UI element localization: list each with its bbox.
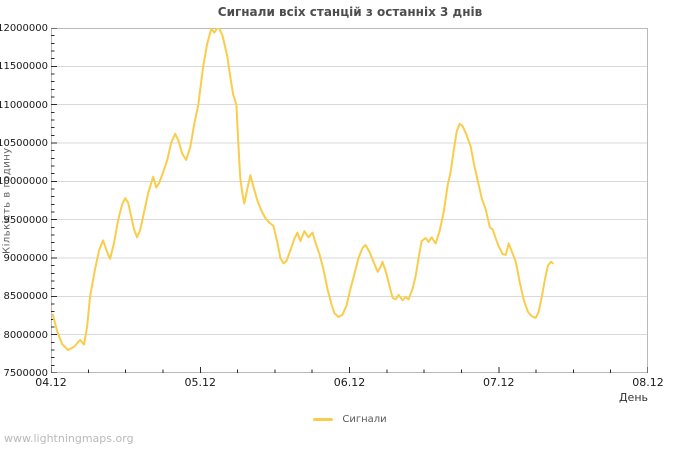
x-axis-tick-label: 05.12 bbox=[184, 376, 217, 389]
y-axis-tick-label: 8000000 bbox=[3, 329, 48, 341]
x-axis-tick-label: 08.12 bbox=[632, 376, 664, 389]
chart-title: Сигнали всіх станцій з останніх 3 днів bbox=[217, 5, 483, 19]
y-axis-tick-label: 7500000 bbox=[3, 368, 48, 379]
y-axis-tick-label: 10500000 bbox=[0, 138, 48, 149]
y-axis-tick-label: 9500000 bbox=[3, 214, 48, 226]
watermark: www.lightningmaps.org bbox=[4, 432, 134, 445]
legend: Сигнали bbox=[0, 412, 700, 426]
signals-line-series bbox=[51, 28, 554, 351]
x-axis-tick-label: 07.12 bbox=[483, 376, 515, 389]
y-axis-tick-label: 10000000 bbox=[0, 176, 48, 188]
plot-frame bbox=[51, 28, 648, 373]
y-axis-tick-label: 11500000 bbox=[0, 61, 48, 73]
plot-area bbox=[51, 28, 648, 373]
x-axis-title: День bbox=[618, 391, 648, 404]
y-axis-tick-label: 8500000 bbox=[3, 291, 48, 303]
legend-label: Сигнали bbox=[342, 413, 387, 425]
legend-line-swatch bbox=[313, 417, 334, 421]
x-axis-tick-label: 06.12 bbox=[333, 376, 366, 389]
x-axis-tick-label: 04.12 bbox=[35, 376, 67, 389]
y-axis-title: Кількість в годину bbox=[1, 147, 13, 254]
y-axis-tick-label: 9000000 bbox=[3, 253, 48, 264]
y-axis-tick-label: 11000000 bbox=[0, 99, 48, 111]
y-axis-tick-label: 12000000 bbox=[0, 23, 48, 34]
